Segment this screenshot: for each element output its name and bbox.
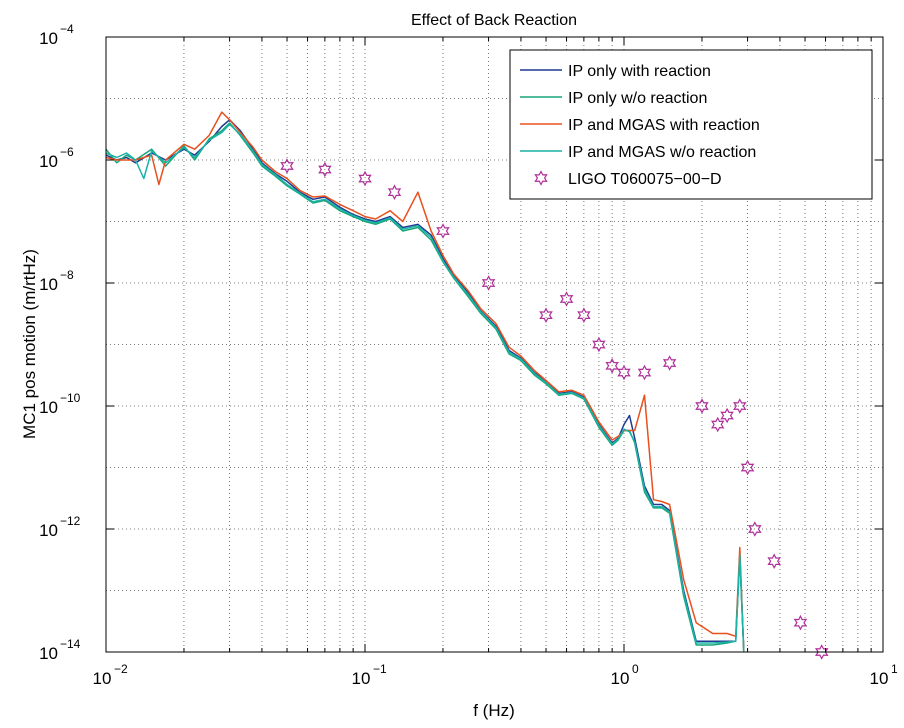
x-tick-label-base: 10 [352, 669, 371, 688]
data-point-star [592, 336, 606, 353]
series-line-1 [105, 119, 745, 653]
y-tick-label: 10 −8 [39, 268, 74, 294]
data-point-star [740, 459, 755, 476]
series-group [105, 111, 829, 660]
data-point-star [748, 521, 762, 537]
legend-entry-label: LIGO T060075−00−D [568, 171, 722, 188]
data-point-star [767, 553, 781, 569]
plot-frame [105, 36, 884, 653]
y-tick-label-exponent: −10 [60, 391, 81, 405]
y-tick-label-base: 10 [39, 644, 58, 663]
data-point-star [318, 161, 332, 178]
legend-swatch-star [534, 170, 548, 186]
data-point-star [436, 223, 450, 239]
data-point-star [695, 398, 709, 414]
y-tick-label: 10 −10 [39, 391, 81, 417]
data-point-star [358, 170, 372, 187]
data-point-star [637, 364, 652, 381]
data-point-star [481, 275, 496, 291]
x-tick-label-base: 10 [611, 669, 630, 688]
data-point-star [539, 307, 553, 323]
y-tick-label-exponent: −6 [60, 145, 74, 159]
x-tick-label-base: 10 [93, 669, 112, 688]
y-tick-label-base: 10 [39, 275, 58, 294]
legend-entry-label: IP only w/o reaction [568, 90, 707, 107]
y-tick-label-exponent: −8 [60, 268, 74, 282]
y-tick-label-base: 10 [39, 29, 58, 48]
legend: IP only with reaction IP only w/o reactio… [509, 49, 873, 200]
y-tick-label-base: 10 [39, 152, 58, 171]
data-point-star [617, 364, 631, 381]
x-tick-label-exponent: 0 [632, 662, 639, 676]
data-point-star [814, 644, 829, 660]
grid [106, 37, 883, 652]
y-tick-label: 10 −4 [39, 22, 74, 48]
x-axis-label: f (Hz) [473, 701, 515, 720]
y-tick-label-exponent: −12 [60, 514, 81, 528]
x-tick-label: 10 0 [611, 662, 639, 688]
y-tick-label: 10 −6 [39, 145, 74, 171]
y-tick-label-base: 10 [39, 521, 58, 540]
data-point-star [733, 398, 747, 414]
legend-box [509, 49, 873, 200]
y-tick-label: 10 −14 [39, 637, 81, 663]
data-point-star [577, 307, 591, 323]
series-line-4 [105, 123, 745, 653]
x-tick-label-base: 10 [870, 669, 889, 688]
legend-entry-label: IP only with reaction [568, 63, 711, 80]
y-tick-label-exponent: −14 [60, 637, 81, 651]
legend-entry-label: IP and MGAS w/o reaction [568, 144, 756, 161]
legend-entry-label: IP and MGAS with reaction [568, 117, 760, 134]
x-tick-label-exponent: −1 [373, 662, 387, 676]
data-point-star [280, 158, 294, 174]
x-tick-label-exponent: −2 [114, 662, 128, 676]
y-tick-label: 10 −12 [39, 514, 81, 540]
data-point-star [720, 407, 734, 424]
data-point-star [662, 355, 677, 371]
x-tick-label-exponent: 1 [891, 662, 898, 676]
y-axis-label: MC1 pos motion (m/rtHz) [20, 249, 39, 439]
x-tick-label: 10 1 [870, 662, 898, 688]
data-point-star [710, 416, 725, 433]
series-line-3 [105, 111, 745, 653]
chart-title: Effect of Back Reaction [411, 12, 577, 29]
y-tick-label-base: 10 [39, 398, 58, 417]
data-point-star [387, 184, 402, 200]
data-point-star [559, 291, 574, 307]
x-tick-label: 10 −1 [352, 662, 387, 688]
ticks [105, 36, 884, 653]
y-tick-label-exponent: −4 [60, 22, 74, 36]
data-point-star [793, 614, 808, 631]
data-point-star [605, 357, 619, 374]
x-tick-label: 10 −2 [93, 662, 128, 688]
